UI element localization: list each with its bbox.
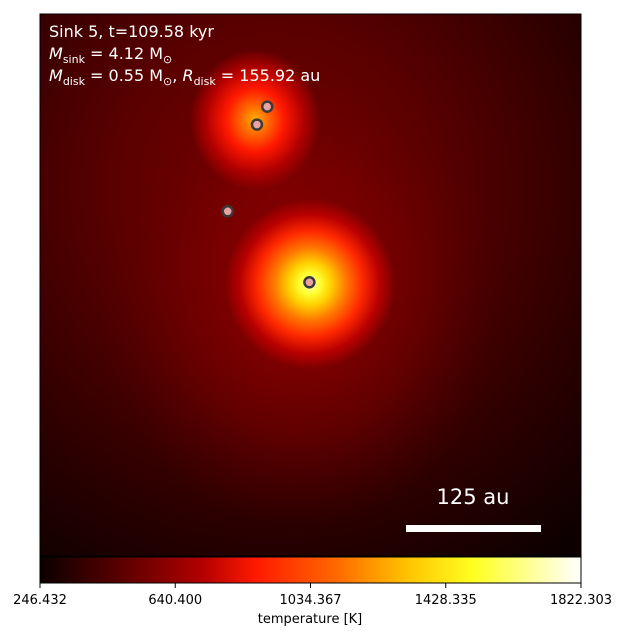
colorbar-tick-label: 640.400 [148, 593, 202, 608]
m-disk-symbol: M [49, 66, 63, 85]
annotation-line1: Sink 5, t=109.58 kyr [49, 22, 214, 41]
scale-bar-label: 125 au [437, 485, 510, 509]
sun-symbol-2: ⊙ [163, 75, 172, 88]
colorbar-tick-label: 1428.335 [415, 593, 477, 608]
sink-b-marker [250, 118, 264, 131]
m-sub-sink: sink [63, 53, 86, 66]
r-disk-symbol: R [182, 66, 193, 85]
sink-main-marker [303, 276, 316, 289]
r-sub-disk: disk [194, 75, 217, 88]
m-symbol: M [49, 44, 63, 63]
r-disk-value: = 155.92 au [216, 66, 321, 85]
sink-c-marker [221, 205, 234, 218]
sun-symbol: ⊙ [163, 53, 172, 66]
colorbar-tick-label: 1034.367 [279, 593, 341, 608]
sink-a-marker [260, 100, 274, 113]
m-sink-value: = 4.12 M [85, 44, 163, 63]
sink-markers [221, 100, 316, 289]
m-disk-value: = 0.55 M [85, 66, 163, 85]
separator: , [172, 66, 182, 85]
heatmap-panel [40, 14, 581, 556]
annotation-line3: Mdisk = 0.55 M⊙, Rdisk = 155.92 au [49, 66, 320, 88]
scale-bar [406, 525, 541, 532]
colorbar-label: temperature [K] [258, 612, 363, 627]
colorbar [39, 556, 582, 584]
colorbar-tick-label: 246.432 [13, 593, 67, 608]
annotation-line2: Msink = 4.12 M⊙ [49, 44, 172, 66]
colorbar-tick-label: 1822.303 [550, 593, 612, 608]
heatmap-frame [39, 13, 582, 557]
m-sub-disk: disk [63, 75, 86, 88]
colorbar-ticks: 246.432 640.400 1034.367 1428.335 1822.303 [13, 583, 612, 608]
